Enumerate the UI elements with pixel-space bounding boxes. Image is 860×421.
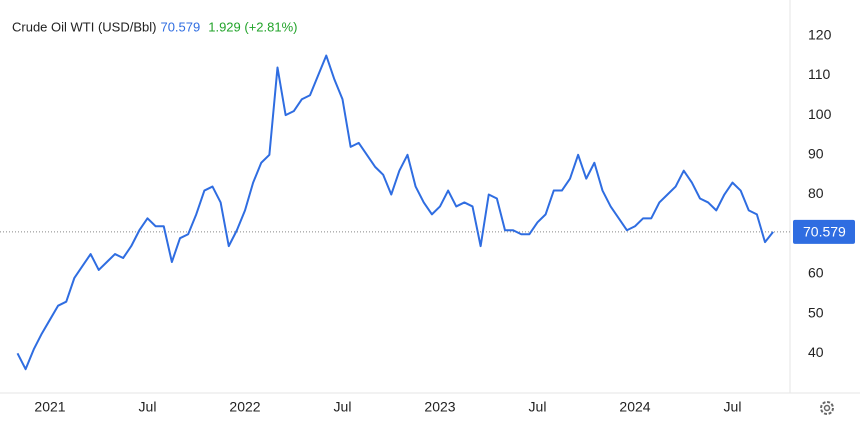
gear[interactable]: [820, 401, 834, 415]
x-tick-label: 2021: [34, 399, 65, 415]
y-tick-label: 80: [808, 185, 824, 201]
y-tick-label: 110: [808, 66, 831, 82]
x-tick-label: 2024: [619, 399, 650, 415]
settings-icon[interactable]: [820, 401, 834, 415]
y-tick-label: 40: [808, 344, 824, 360]
x-tick-label: Jul: [139, 399, 157, 415]
y-tick-label: 50: [808, 304, 824, 320]
price-line: [16, 54, 774, 371]
price-change: 1.929 (+2.81%): [208, 19, 297, 34]
x-tick-label: 2022: [229, 399, 260, 415]
x-tick-label: Jul: [334, 399, 352, 415]
x-tick-label: 2023: [424, 399, 455, 415]
x-tick-label: Jul: [724, 399, 742, 415]
last-price-badge: [793, 219, 855, 244]
chart-title: Crude Oil WTI (USD/Bbl): [12, 19, 156, 34]
gear-hub[interactable]: [823, 404, 831, 412]
y-tick-label: 60: [808, 265, 824, 281]
y-tick-label: 90: [808, 146, 824, 162]
last-price: 70.579: [160, 19, 200, 34]
y-tick-label: 120: [808, 26, 832, 42]
y-tick-label: 100: [808, 106, 832, 122]
last-price-badge-label: 70.579: [803, 224, 846, 240]
x-tick-label: Jul: [529, 399, 547, 415]
